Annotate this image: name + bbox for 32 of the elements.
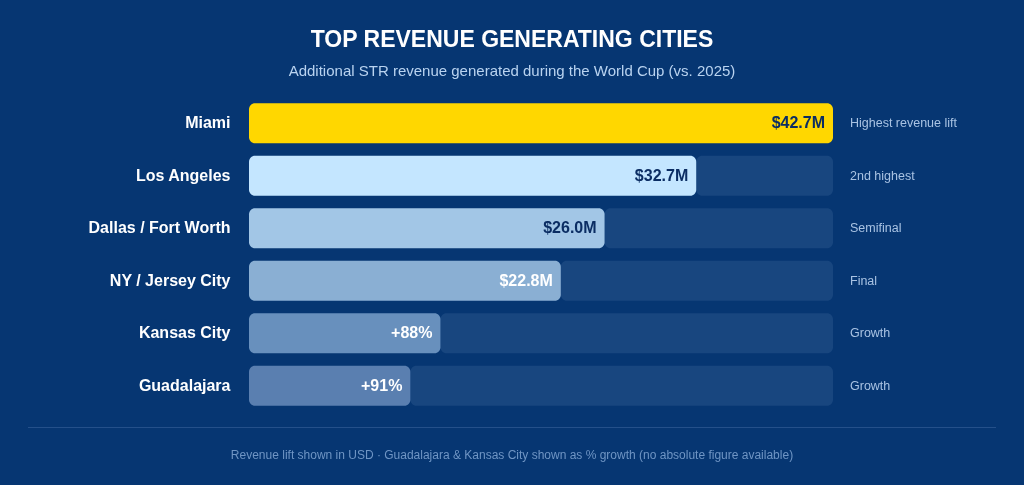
data-label: $22.8M <box>499 271 553 289</box>
text: Growth <box>850 326 891 341</box>
y-tick-label: Guadalajara <box>138 376 231 394</box>
text: Semifinal <box>850 221 902 236</box>
data-label: $32.7M <box>634 166 689 184</box>
y-tick-label: NY / Jersey City <box>109 271 231 289</box>
data-label: $26.0M <box>543 219 597 237</box>
annotation: +88% <box>391 324 433 342</box>
bar <box>249 260 561 301</box>
chart-title: TOP REVENUE GENERATING CITIES <box>309 26 715 53</box>
bar <box>249 365 411 406</box>
annotation: +91% <box>361 376 403 394</box>
text: Revenue lift shown in USD · Guadalajara & Kansas City shown as % growth (no absolute figure available) <box>28 427 996 462</box>
y-tick-label: Miami <box>185 114 231 132</box>
bar <box>249 208 605 249</box>
bar <box>410 365 833 406</box>
bar <box>249 155 697 196</box>
y-tick-label: Los Angeles <box>135 166 231 184</box>
text: Final <box>850 273 878 288</box>
bar <box>249 313 441 354</box>
chart-subtitle: Additional STR revenue generated during the World Cup (vs. 2025) <box>287 62 737 79</box>
y-tick-label: Dallas / Fort Worth <box>88 219 231 237</box>
text: Highest revenue lift <box>850 116 958 131</box>
bar <box>560 260 833 301</box>
text: Growth <box>850 378 891 393</box>
bar <box>440 313 833 354</box>
text: 2nd highest <box>850 168 916 183</box>
bar <box>696 155 833 196</box>
data-label: $42.7M <box>771 114 825 132</box>
bar <box>249 103 833 144</box>
bar <box>604 208 833 249</box>
y-tick-label: Kansas City <box>138 324 231 342</box>
